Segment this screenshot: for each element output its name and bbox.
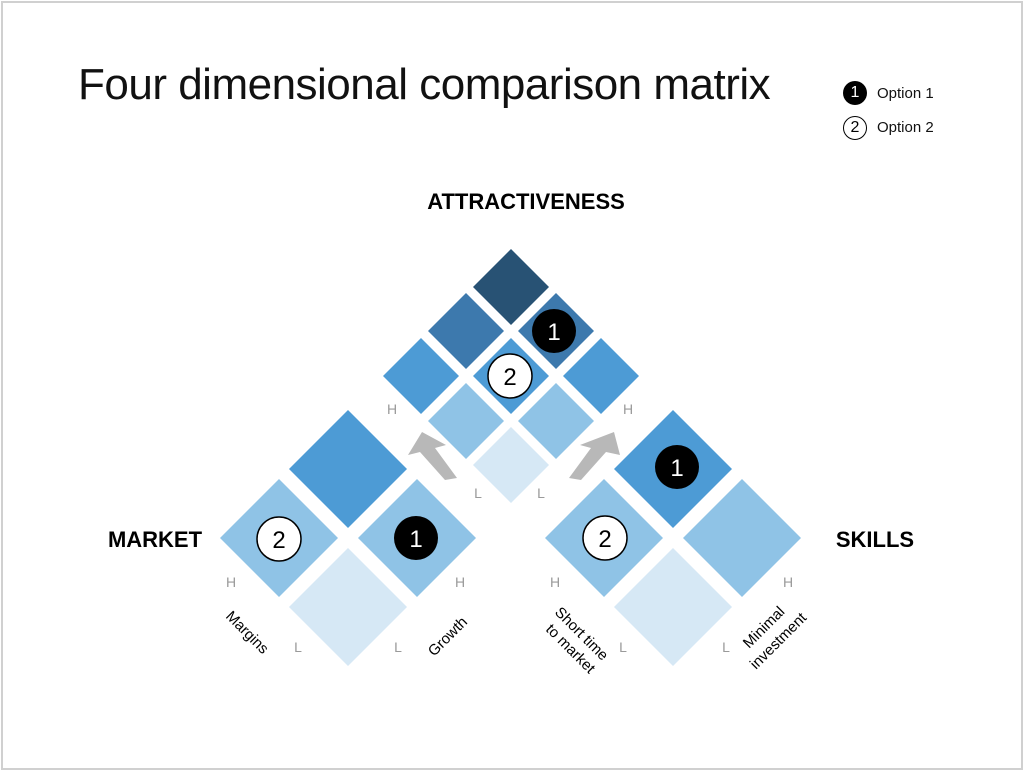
attractiveness-cell xyxy=(563,338,639,414)
option-2-marker-label: 2 xyxy=(272,527,285,554)
skills-right-high: H xyxy=(783,574,793,590)
attractiveness-cell xyxy=(473,249,549,325)
market-cell xyxy=(289,548,407,666)
legend-option-1-label: Option 1 xyxy=(877,85,934,102)
legend-option-2-marker: 2 xyxy=(843,116,867,140)
attractiveness-matrix xyxy=(383,249,639,503)
option-2-marker-attractiveness: 2 xyxy=(487,353,533,399)
market-cell xyxy=(289,410,407,528)
option-2-marker-label: 2 xyxy=(503,364,516,391)
skills-left-high: H xyxy=(550,574,560,590)
option-1-marker-attractiveness: 1 xyxy=(532,309,576,353)
market-right-high: H xyxy=(455,574,465,590)
option-1-marker-market: 1 xyxy=(394,516,438,560)
market-left-high: H xyxy=(226,574,236,590)
option-1-marker-label: 1 xyxy=(670,455,683,482)
attractiveness-cell xyxy=(383,338,459,414)
skills-heading: SKILLS xyxy=(836,527,914,552)
market-right-low: L xyxy=(394,639,402,655)
option-2-marker-label: 2 xyxy=(598,526,611,553)
legend-option-2-label: Option 2 xyxy=(877,119,934,136)
option-1-marker-label: 1 xyxy=(547,319,560,346)
margins-axis-label: Margins xyxy=(222,608,272,658)
market-heading: MARKET xyxy=(108,527,203,552)
attractiveness-cell xyxy=(428,293,504,369)
skills-cell xyxy=(683,479,801,597)
legend-option-1-marker: 1 xyxy=(843,81,867,105)
skills-left-low: L xyxy=(619,639,627,655)
attractiveness-heading: ATTRACTIVENESS xyxy=(427,189,625,214)
attractiveness-cell xyxy=(473,427,549,503)
skills-right-low: L xyxy=(722,639,730,655)
attractiveness-left-low: L xyxy=(474,485,482,501)
attractiveness-right-low: L xyxy=(537,485,545,501)
option-2-marker-skills: 2 xyxy=(582,515,628,561)
option-2-marker-market: 2 xyxy=(256,516,302,562)
attractiveness-cell xyxy=(428,383,504,459)
attractiveness-right-high: H xyxy=(623,401,633,417)
attractiveness-left-high: H xyxy=(387,401,397,417)
attractiveness-cell xyxy=(518,383,594,459)
right-arrow-icon xyxy=(569,432,620,480)
option-1-marker-skills: 1 xyxy=(655,445,699,489)
growth-axis-label: Growth xyxy=(425,614,471,660)
left-arrow-icon xyxy=(408,432,457,480)
skills-cell xyxy=(614,548,732,666)
market-left-low: L xyxy=(294,639,302,655)
page-title: Four dimensional comparison matrix xyxy=(78,60,771,109)
option-1-marker-label: 1 xyxy=(409,526,422,553)
